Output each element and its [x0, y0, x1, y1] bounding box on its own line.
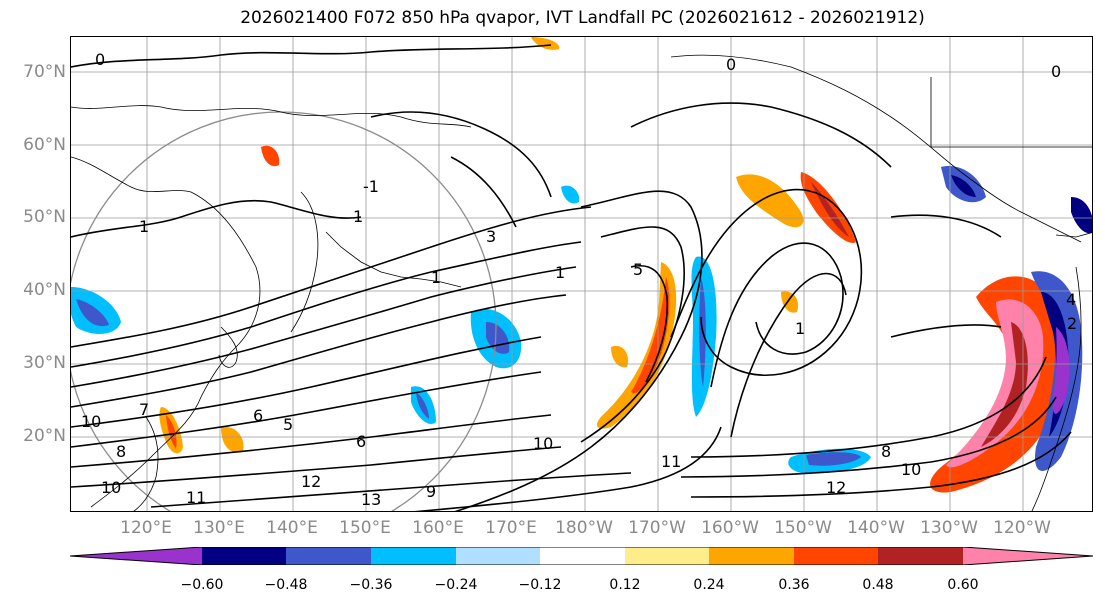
colorbar-tick-label: −0.24: [434, 577, 478, 593]
shade-ca-red: [981, 322, 1028, 447]
contour-label: 3: [486, 227, 496, 246]
lon-label-180w: 180°W: [555, 518, 613, 538]
contour-label: 4: [1066, 290, 1076, 309]
contour-label: 1: [139, 217, 149, 236]
colorbar-tick-label: −0.60: [180, 577, 224, 593]
lon-label-130e: 130°E: [193, 518, 245, 538]
contour-label: -1: [363, 177, 379, 196]
lon-label-150w: 150°W: [774, 518, 832, 538]
contour-label: 1: [431, 268, 441, 287]
colorbar-tick-label: −0.12: [518, 577, 562, 593]
contour-label: 0: [95, 50, 105, 69]
lon-label-120e: 120°E: [120, 518, 172, 538]
colorbar-tick-label: 0.60: [947, 577, 979, 593]
lon-label-130w: 130°W: [920, 518, 978, 538]
colorbar-segment: [794, 547, 878, 565]
lon-label-120w: 120°W: [993, 518, 1051, 538]
contour-label: 0: [1051, 62, 1061, 81]
lat-label-50n: 50°N: [23, 207, 66, 227]
lat-label-70n: 70°N: [23, 62, 66, 82]
shade-ne-orange: [221, 426, 244, 453]
shade-mid-orange2: [781, 291, 799, 313]
shaded-anomaly-fill: [71, 37, 1092, 493]
colorbar-tick-label: −0.36: [349, 577, 393, 593]
shade-north-orange: [261, 145, 280, 167]
colorbar-segment: [202, 547, 286, 565]
colorbar-segment: [878, 547, 963, 565]
lon-label-140e: 140°E: [266, 518, 318, 538]
contour-label: 2: [1067, 314, 1077, 333]
graticule: [71, 37, 1092, 511]
contour-label: 0: [726, 55, 736, 74]
contour-label: 8: [116, 442, 126, 461]
shade-sub-navy: [806, 452, 861, 466]
shade-gulfak-orange: [736, 174, 804, 228]
colorbar-segment: [456, 547, 540, 565]
lon-label-160w: 160°W: [701, 518, 759, 538]
contour-label: 11: [186, 488, 206, 507]
shade-coast-purple: [1052, 327, 1070, 414]
contour-label: 12: [826, 478, 846, 497]
shade-wp-red: [166, 415, 177, 449]
colorbar-segment: [709, 547, 794, 565]
shade-small-blue: [561, 185, 580, 204]
colorbar-tick-label: 0.12: [609, 577, 641, 593]
contour-label: 7: [139, 400, 149, 419]
contour-label: 1: [353, 207, 363, 226]
map-title: 2026021400 F072 850 hPa qvapor, IVT Land…: [240, 8, 925, 28]
contour-label: 11: [661, 452, 681, 471]
shade-japan-navy: [76, 299, 109, 327]
lon-label-170w: 170°W: [628, 518, 686, 538]
contour-label: 5: [283, 415, 293, 434]
lon-label-160e: 160°E: [412, 518, 464, 538]
contour-label: 10: [101, 478, 121, 497]
contour-label: 6: [253, 406, 263, 425]
colorbar-segment: [70, 547, 202, 565]
lat-label-20n: 20°N: [23, 426, 66, 446]
lon-label-140w: 140°W: [847, 518, 905, 538]
contour-label: 5: [633, 260, 643, 279]
lon-label-170e: 170°E: [485, 518, 537, 538]
shade-nw-blue: [1071, 197, 1092, 234]
colorbar-segment: [540, 547, 625, 565]
colorbar-tick-label: 0.48: [862, 577, 894, 593]
lon-label-150e: 150°E: [339, 518, 391, 538]
colorbar-segment: [625, 547, 709, 565]
contour-label: 1: [555, 263, 565, 282]
colorbar-segment: [371, 547, 456, 565]
shade-north-yellow: [531, 37, 560, 50]
colorbar-segment: [286, 547, 371, 565]
range-circle: [71, 111, 497, 511]
contour-labels: 0 0 0 1 1 1 1 1 3 5 5 6 6 7 8 8 9 10 10 …: [81, 50, 1077, 509]
contour-label: 12: [301, 472, 321, 491]
shade-midocean-navy: [416, 392, 429, 419]
contour-label: 6: [356, 432, 366, 451]
colorbar-svg: [69, 546, 1094, 566]
ivt-contours: [71, 44, 1072, 511]
map-canvas: 0 0 0 1 1 1 1 1 3 5 5 6 6 7 8 8 9 10 10 …: [71, 37, 1092, 511]
lat-label-60n: 60°N: [23, 135, 66, 155]
colorbar-tick-label: 0.24: [693, 577, 725, 593]
lat-label-30n: 30°N: [23, 353, 66, 373]
colorbar: [69, 546, 1094, 566]
coastlines: [71, 54, 1092, 511]
contour-label: 9: [426, 482, 436, 501]
contour-label: 10: [81, 412, 101, 431]
contour-label: 13: [361, 490, 381, 509]
shade-alaska-navy: [951, 175, 976, 197]
colorbar-segment: [963, 547, 1093, 565]
shade-gulfak-dark: [811, 182, 849, 237]
colorbar-tick-label: 0.36: [778, 577, 810, 593]
contour-label: 8: [881, 442, 891, 461]
contour-label: 1: [795, 319, 805, 338]
contour-label: 10: [901, 460, 921, 479]
shade-mid-orange3: [611, 345, 629, 368]
lat-label-40n: 40°N: [23, 280, 66, 300]
map-panel: 0 0 0 1 1 1 1 1 3 5 5 6 6 7 8 8 9 10 10 …: [70, 36, 1093, 512]
colorbar-tick-label: −0.48: [264, 577, 308, 593]
contour-label: 10: [533, 434, 553, 453]
